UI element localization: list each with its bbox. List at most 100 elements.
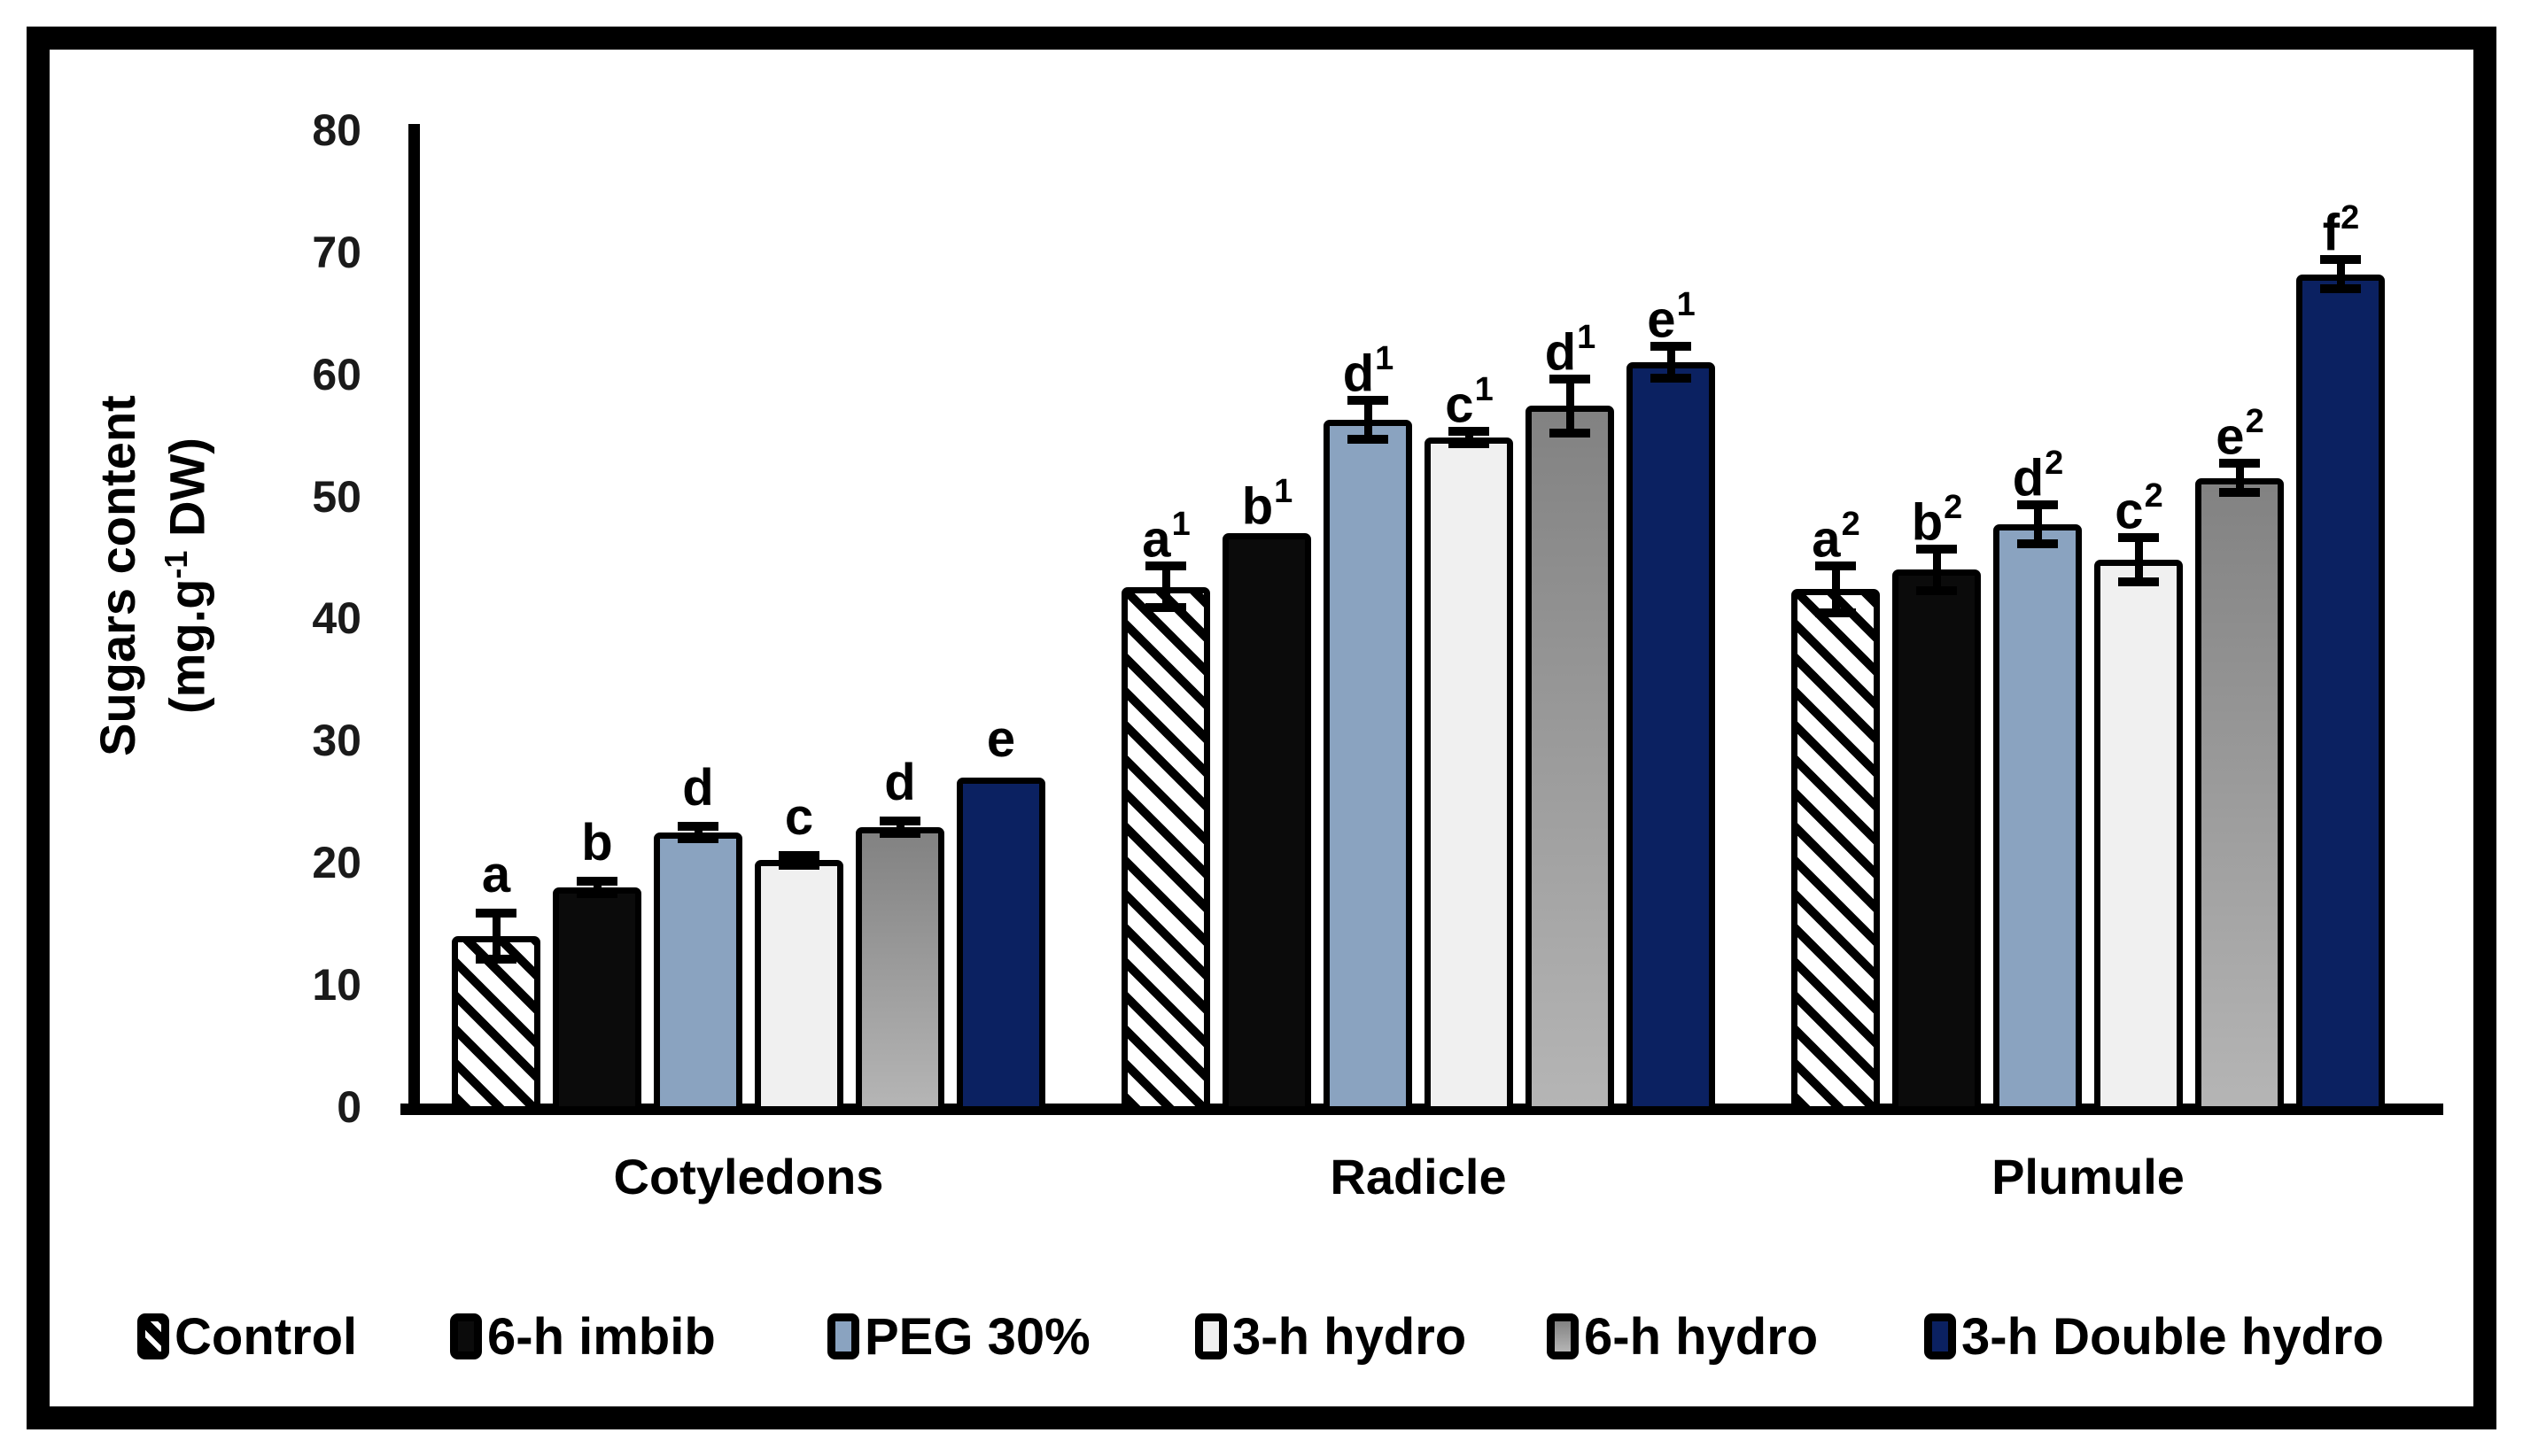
y-tick-40: 40 — [312, 593, 361, 644]
error-bar-stem-cotyledons-3-h-hydro — [795, 855, 803, 865]
error-bar-cap-bottom — [2118, 577, 2159, 587]
error-bar-stem-cotyledons-6-h-imbib — [593, 880, 602, 894]
sig-letter-cotyledons-peg-30: d — [682, 758, 714, 817]
sig-letter-plumule-6-h-imbib: b2 — [1911, 488, 1963, 552]
sig-letter-radicle-3-h-hydro: c1 — [1445, 371, 1494, 434]
bar-radicle-3-h-hydro — [1425, 438, 1513, 1112]
category-label-cotyledons: Cotyledons — [613, 1149, 884, 1204]
y-tick-20: 20 — [312, 838, 361, 888]
bar-plumule-control — [1791, 589, 1880, 1112]
error-bar-cap-top — [2017, 500, 2058, 510]
error-bar-cap-bottom — [1448, 439, 1489, 449]
sig-letter-radicle-6-h-hydro: d1 — [1544, 319, 1596, 382]
legend-label-6-h-imbib: 6-h imbib — [487, 1307, 716, 1366]
bar-plumule-3-h-hydro — [2094, 560, 2183, 1112]
sig-letter-cotyledons-6-h-imbib: b — [581, 813, 613, 871]
sig-letter-radicle-3-h-double-hydro: e1 — [1647, 285, 1696, 349]
sig-letter-radicle-6-h-imbib: b1 — [1241, 472, 1293, 536]
bar-cotyledons-3-h-hydro — [755, 860, 843, 1112]
sig-letter-cotyledons-control: a — [481, 845, 511, 903]
legend-swatch-3-h-double-hydro — [1924, 1313, 1956, 1359]
y-axis-title-line1: Sugars content — [89, 395, 145, 756]
legend-label-peg-30: PEG 30% — [865, 1307, 1091, 1366]
y-tick-70: 70 — [312, 227, 361, 277]
error-bar-cap-bottom — [1650, 373, 1691, 383]
error-bar-cap-top — [1650, 341, 1691, 351]
legend-item-3-h-hydro: 3-h hydro — [1195, 1305, 1466, 1367]
bar-cotyledons-6-h-hydro — [856, 827, 944, 1112]
y-axis-line — [408, 124, 420, 1113]
error-bar-cap-bottom — [2320, 284, 2361, 294]
sig-letter-plumule-control: a2 — [1812, 506, 1860, 569]
bar-radicle-3-h-double-hydro — [1626, 361, 1715, 1112]
legend-item-6-h-imbib: 6-h imbib — [450, 1305, 716, 1367]
error-bar-cap-top — [577, 876, 617, 886]
sig-letter-cotyledons-3-h-double-hydro: e — [986, 709, 1016, 768]
error-bar-cap-top — [1448, 427, 1489, 437]
legend-swatch-6-h-hydro — [1547, 1313, 1579, 1359]
error-bar-cap-bottom — [2017, 539, 2058, 549]
error-bar-cap-bottom — [1916, 585, 1957, 595]
error-bar-cap-top — [2219, 459, 2260, 469]
error-bar-cap-bottom — [1815, 608, 1856, 617]
error-bar-cap-bottom — [880, 829, 920, 839]
error-bar-cap-top — [476, 908, 516, 918]
legend-item-6-h-hydro: 6-h hydro — [1547, 1305, 1818, 1367]
error-bar-cap-bottom — [577, 888, 617, 898]
sig-letter-plumule-3-h-hydro: c2 — [2115, 477, 2163, 540]
legend-label-3-h-double-hydro: 3-h Double hydro — [1961, 1307, 2384, 1366]
sig-letter-plumule-3-h-double-hydro: f2 — [2322, 198, 2360, 262]
y-tick-10: 10 — [312, 960, 361, 1011]
error-bar-cap-top — [1815, 561, 1856, 571]
legend-item-3-h-double-hydro: 3-h Double hydro — [1924, 1305, 2384, 1367]
sig-letter-radicle-control: a1 — [1142, 506, 1191, 569]
error-bar-cap-top — [880, 817, 920, 826]
error-bar-stem-radicle-3-h-hydro — [1464, 431, 1473, 445]
legend-item-peg-30: PEG 30% — [827, 1305, 1091, 1367]
error-bar-stem-plumule-3-h-hydro — [2134, 538, 2143, 583]
category-label-radicle: Radicle — [1330, 1149, 1507, 1204]
error-bar-cap-bottom — [476, 955, 516, 964]
error-bar-cap-bottom — [2219, 488, 2260, 498]
bar-plumule-3-h-double-hydro — [2296, 274, 2385, 1112]
legend-swatch-control — [137, 1313, 169, 1359]
error-bar-cap-top — [2320, 254, 2361, 264]
error-bar-cap-top — [779, 850, 819, 860]
y-tick-80: 80 — [312, 105, 361, 155]
y-tick-50: 50 — [312, 471, 361, 522]
sig-letter-cotyledons-6-h-hydro: d — [884, 754, 916, 812]
error-bar-stem-plumule-peg-30 — [2033, 505, 2042, 545]
error-bar-cap-bottom — [1347, 434, 1388, 444]
error-bar-cap-bottom — [779, 860, 819, 870]
error-bar-stem-plumule-6-h-hydro — [2235, 463, 2244, 493]
legend-label-control: Control — [175, 1307, 358, 1366]
error-bar-cap-bottom — [678, 833, 718, 843]
bar-cotyledons-peg-30 — [654, 832, 742, 1112]
error-bar-stem-radicle-control — [1161, 566, 1170, 608]
error-bar-stem-radicle-3-h-double-hydro — [1666, 345, 1675, 378]
y-tick-60: 60 — [312, 349, 361, 399]
legend-label-6-h-hydro: 6-h hydro — [1584, 1307, 1819, 1366]
error-bar-cap-top — [1347, 395, 1388, 405]
bar-radicle-control — [1122, 586, 1210, 1112]
sig-letter-plumule-6-h-hydro: e2 — [2216, 403, 2264, 466]
bar-plumule-6-h-hydro — [2195, 477, 2284, 1112]
bar-plumule-peg-30 — [1993, 524, 2082, 1112]
error-bar-stem-cotyledons-6-h-hydro — [896, 821, 904, 834]
error-bar-cap-bottom — [1145, 602, 1186, 612]
error-bar-cap-top — [2118, 533, 2159, 543]
y-tick-0: 0 — [337, 1082, 361, 1132]
error-bar-cap-top — [1549, 375, 1590, 384]
bar-cotyledons-3-h-double-hydro — [957, 777, 1045, 1112]
error-bar-cap-top — [1916, 544, 1957, 554]
error-bar-stem-radicle-peg-30 — [1363, 399, 1372, 439]
sig-letter-radicle-peg-30: d1 — [1342, 339, 1394, 402]
bar-cotyledons-6-h-imbib — [553, 887, 641, 1112]
error-bar-stem-plumule-control — [1831, 566, 1840, 613]
category-label-plumule: Plumule — [1991, 1149, 2185, 1204]
error-bar-stem-radicle-6-h-hydro — [1565, 379, 1574, 433]
error-bar-stem-cotyledons-control — [492, 912, 501, 960]
bar-radicle-6-h-hydro — [1525, 406, 1614, 1112]
error-bar-stem-plumule-3-h-double-hydro — [2336, 259, 2345, 290]
